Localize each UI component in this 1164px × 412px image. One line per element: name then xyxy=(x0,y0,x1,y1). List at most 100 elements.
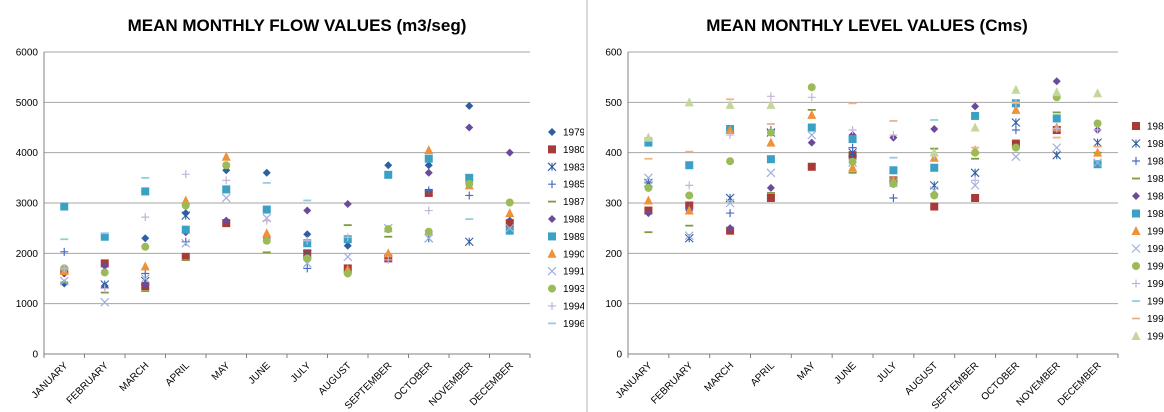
legend-entry: 1988 xyxy=(1132,192,1164,203)
legend-marker xyxy=(548,180,556,189)
data-point xyxy=(181,252,190,261)
legend-entry: 1989 xyxy=(548,232,584,243)
series-1993 xyxy=(644,83,1102,200)
x-tick-label: FEBRUARY xyxy=(65,360,111,406)
data-point xyxy=(644,138,653,147)
data-point xyxy=(807,138,816,147)
data-point xyxy=(889,193,898,202)
x-tick-label: APRIL xyxy=(749,360,778,389)
data-point xyxy=(60,264,69,273)
y-tick-label: 4000 xyxy=(16,148,39,159)
data-point xyxy=(465,101,474,110)
data-point xyxy=(848,157,857,166)
data-point xyxy=(766,128,775,137)
data-point xyxy=(465,191,474,200)
x-tick-label: DECEMBER xyxy=(468,360,516,408)
data-point xyxy=(726,157,735,166)
legend-marker xyxy=(1131,244,1141,253)
x-tick-label: MAY xyxy=(210,360,233,383)
data-point xyxy=(971,148,980,157)
data-point xyxy=(807,83,816,92)
series-1989 xyxy=(644,99,1102,175)
data-point xyxy=(1052,87,1062,97)
data-point xyxy=(262,205,271,214)
data-point xyxy=(181,201,190,210)
data-point xyxy=(505,198,514,207)
data-point xyxy=(383,248,393,258)
series-1987 xyxy=(60,224,393,294)
chart-title: MEAN MONTHLY FLOW VALUES (m3/seg) xyxy=(128,16,467,35)
y-tick-label: 500 xyxy=(605,98,622,109)
data-point xyxy=(766,193,775,202)
data-point xyxy=(424,233,434,243)
data-point xyxy=(1052,124,1061,133)
data-point xyxy=(465,173,474,182)
legend-marker xyxy=(1131,331,1141,340)
legend-marker xyxy=(1131,226,1141,235)
data-point xyxy=(60,202,69,211)
x-tick-label: APRIL xyxy=(164,360,193,389)
data-point xyxy=(1011,143,1020,152)
x-tick-label: MARCH xyxy=(702,360,736,394)
legend-marker xyxy=(1131,139,1141,148)
data-point xyxy=(464,237,474,247)
data-point xyxy=(221,151,231,161)
data-point xyxy=(181,237,190,246)
legend-entry: 1999 xyxy=(1131,331,1164,343)
x-tick-label: DECEMBER xyxy=(1056,360,1104,408)
x-tick-label: JANUARY xyxy=(614,360,655,401)
legend-label: 1990 xyxy=(563,249,584,260)
data-point xyxy=(970,168,980,178)
legend-label: 1999 xyxy=(1147,332,1164,343)
legend-entry: 1980 xyxy=(548,145,584,156)
data-point xyxy=(684,205,694,215)
series-1980 xyxy=(60,188,514,291)
data-point xyxy=(725,99,735,109)
data-point xyxy=(766,137,776,147)
data-point xyxy=(889,166,898,175)
data-point xyxy=(303,264,312,273)
y-tick-label: 100 xyxy=(605,299,622,310)
legend-label: 1988 xyxy=(1147,192,1164,203)
data-point xyxy=(1093,147,1103,157)
series-1988 xyxy=(644,77,1102,233)
data-point xyxy=(1052,143,1062,153)
series-1995 xyxy=(889,119,939,159)
data-point xyxy=(303,236,312,245)
legend-entry: 1994 xyxy=(548,302,584,313)
legend-label: 1980 xyxy=(563,145,584,156)
series-1994 xyxy=(644,92,1102,190)
legend-label: 1985 xyxy=(563,180,584,191)
legend-label: 1991 xyxy=(1147,244,1164,255)
data-point xyxy=(424,227,433,236)
y-tick-label: 1000 xyxy=(16,299,39,310)
legend-entry: 1987 xyxy=(548,197,584,208)
data-point xyxy=(181,225,190,234)
data-point xyxy=(807,130,817,140)
series-1985 xyxy=(60,186,474,278)
legend-label: 1987 xyxy=(1147,174,1164,185)
legend-entry: 1979 xyxy=(548,128,584,139)
data-point xyxy=(971,102,980,111)
data-point xyxy=(384,161,393,170)
data-point xyxy=(1052,150,1062,160)
legend-marker xyxy=(1132,209,1140,218)
data-point xyxy=(726,209,735,218)
legend-entry: 1985 xyxy=(548,180,584,191)
legend-label: 1987 xyxy=(563,197,584,208)
series-1983 xyxy=(644,118,1102,243)
data-point xyxy=(140,274,150,283)
data-point xyxy=(141,280,150,289)
data-point xyxy=(848,162,858,172)
legend-label: 1980 xyxy=(1147,122,1164,133)
data-point xyxy=(424,168,433,177)
data-point xyxy=(262,216,271,225)
level-chart: MEAN MONTHLY LEVEL VALUES (Cms) 0 100 200 30… xyxy=(605,16,1164,412)
data-point xyxy=(424,186,433,195)
data-point xyxy=(505,223,515,233)
data-point xyxy=(725,198,735,208)
data-point xyxy=(726,224,735,233)
legend-entry: 1983 xyxy=(547,162,584,173)
data-point xyxy=(971,176,980,185)
legend-label: 1989 xyxy=(1147,209,1164,220)
